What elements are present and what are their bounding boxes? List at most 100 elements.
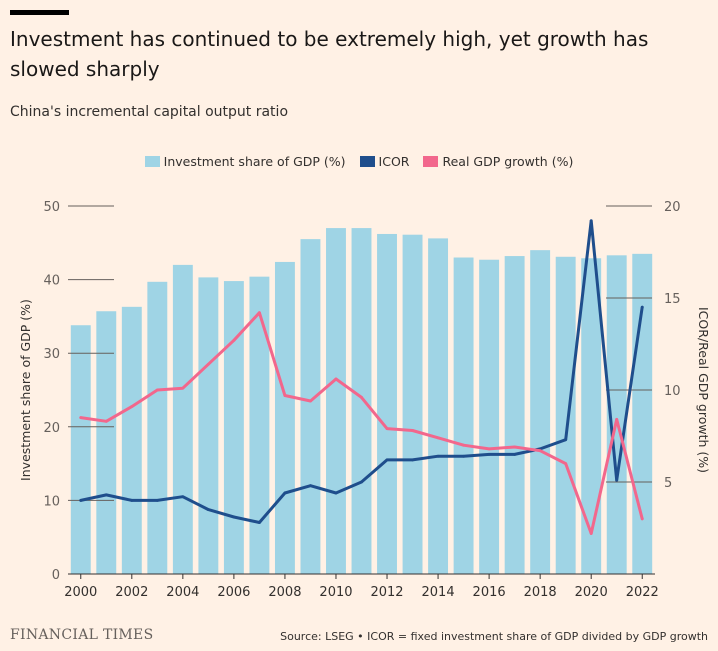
x-tick-label: 2010 [319, 585, 352, 600]
gdp-growth-point-2011 [360, 395, 363, 399]
icor-point-2014 [436, 454, 440, 458]
gdp-growth-point-2017 [513, 445, 517, 449]
icor-point-2022 [640, 305, 644, 309]
left-tick-label: 40 [43, 274, 60, 289]
ft-top-bar [10, 10, 69, 15]
icor-point-2007 [258, 521, 261, 524]
icor-point-2012 [385, 458, 389, 462]
icor-point-2002 [130, 499, 134, 502]
x-tick-label: 2012 [370, 585, 403, 600]
bar-2003 [147, 281, 168, 574]
left-tick-label: 20 [43, 421, 60, 436]
icor-point-2008 [283, 491, 287, 495]
icor-point-2004 [181, 495, 185, 499]
icor-point-2001 [104, 493, 108, 497]
bar-2007 [249, 276, 270, 574]
left-tick-label: 50 [43, 200, 60, 215]
source-note: Source: LSEG • ICOR = fixed investment s… [280, 630, 708, 643]
bar-2002 [121, 306, 142, 574]
gdp-growth-point-2007 [258, 311, 261, 315]
x-tick-label: 2002 [115, 585, 148, 600]
bar-2001 [96, 311, 117, 574]
icor-point-2020 [589, 219, 593, 223]
bar-2022 [632, 253, 653, 574]
gdp-growth-point-2009 [309, 399, 312, 403]
gdp-growth-point-2003 [155, 388, 159, 392]
icor-point-2015 [462, 454, 465, 458]
bar-2006 [223, 281, 244, 574]
x-tick-label: 2008 [268, 585, 301, 600]
legend-label-investment: Investment share of GDP (%) [163, 154, 346, 169]
bar-2004 [172, 264, 193, 574]
legend-item-icor: ICOR [359, 154, 409, 169]
x-tick-label: 2006 [217, 585, 250, 600]
right-tick-label: 15 [664, 292, 681, 307]
gdp-growth-point-2019 [564, 462, 568, 465]
gdp-growth-point-2005 [206, 362, 210, 366]
bar-2013 [402, 234, 423, 575]
icor-point-2006 [232, 515, 236, 519]
legend-item-gdp-growth: Real GDP growth (%) [423, 154, 573, 169]
icor-point-2017 [513, 453, 517, 456]
bar-2018 [530, 250, 551, 574]
bar-2016 [479, 259, 500, 574]
bar-2015 [453, 257, 474, 574]
x-tick-label: 2020 [575, 585, 608, 600]
gdp-growth-point-2008 [283, 394, 287, 397]
gdp-growth-point-2006 [232, 338, 236, 342]
icor-point-2003 [155, 499, 159, 502]
right-tick-label: 10 [664, 384, 681, 399]
chart-title: Investment has continued to be extremely… [10, 27, 649, 81]
bar-2009 [300, 239, 321, 574]
bar-2005 [198, 277, 219, 574]
bar-2019 [555, 256, 576, 574]
x-tick-label: 2022 [626, 585, 659, 600]
legend-swatch-icor [359, 156, 375, 167]
legend: Investment share of GDP (%) ICOR Real GD… [0, 154, 718, 169]
icor-point-2013 [411, 458, 414, 462]
icor-point-2021 [615, 478, 619, 482]
gdp-growth-point-2000 [79, 416, 83, 419]
x-tick-label: 2004 [166, 585, 199, 600]
legend-item-investment: Investment share of GDP (%) [144, 154, 346, 169]
bar-2010 [326, 228, 346, 574]
gdp-growth-point-2010 [334, 377, 338, 381]
gdp-growth-point-2016 [487, 447, 491, 451]
gdp-growth-point-2021 [615, 418, 619, 421]
icor-point-2009 [309, 484, 312, 488]
left-tick-label: 0 [52, 568, 60, 583]
gdp-growth-point-2015 [462, 443, 465, 447]
bar-2012 [377, 233, 397, 574]
right-axis-title: ICOR/Real GDP growth (%) [696, 307, 711, 473]
x-tick-label: 2000 [64, 585, 97, 600]
bar-2020 [581, 258, 602, 574]
gdp-growth-point-2013 [411, 429, 414, 432]
legend-label-gdp-growth: Real GDP growth (%) [442, 154, 574, 169]
bar-2017 [504, 256, 525, 574]
right-tick-label: 20 [664, 200, 681, 215]
icor-point-2000 [79, 499, 83, 502]
left-tick-label: 30 [43, 347, 60, 362]
icor-point-2005 [206, 508, 210, 511]
gdp-growth-point-2012 [385, 427, 389, 431]
x-tick-label: 2018 [524, 585, 557, 600]
icor-point-2010 [334, 491, 338, 495]
bar-2008 [274, 261, 295, 574]
bar-2021 [606, 255, 627, 574]
gdp-growth-point-2004 [181, 386, 185, 390]
bar-2014 [428, 238, 449, 574]
gdp-growth-point-2020 [589, 532, 593, 535]
icor-point-2016 [487, 453, 491, 456]
gdp-growth-point-2014 [436, 436, 440, 440]
legend-swatch-gdp-growth [423, 156, 439, 167]
chart-subtitle: China's incremental capital output ratio [10, 104, 289, 120]
right-tick-label: 5 [664, 476, 672, 491]
left-axis-title: Investment share of GDP (%) [18, 299, 33, 481]
bar-2011 [351, 228, 372, 574]
icor-point-2011 [360, 480, 363, 484]
x-tick-label: 2016 [473, 585, 506, 600]
bar-2000 [70, 325, 91, 574]
gdp-growth-point-2018 [538, 449, 542, 453]
gdp-growth-point-2002 [130, 405, 134, 408]
